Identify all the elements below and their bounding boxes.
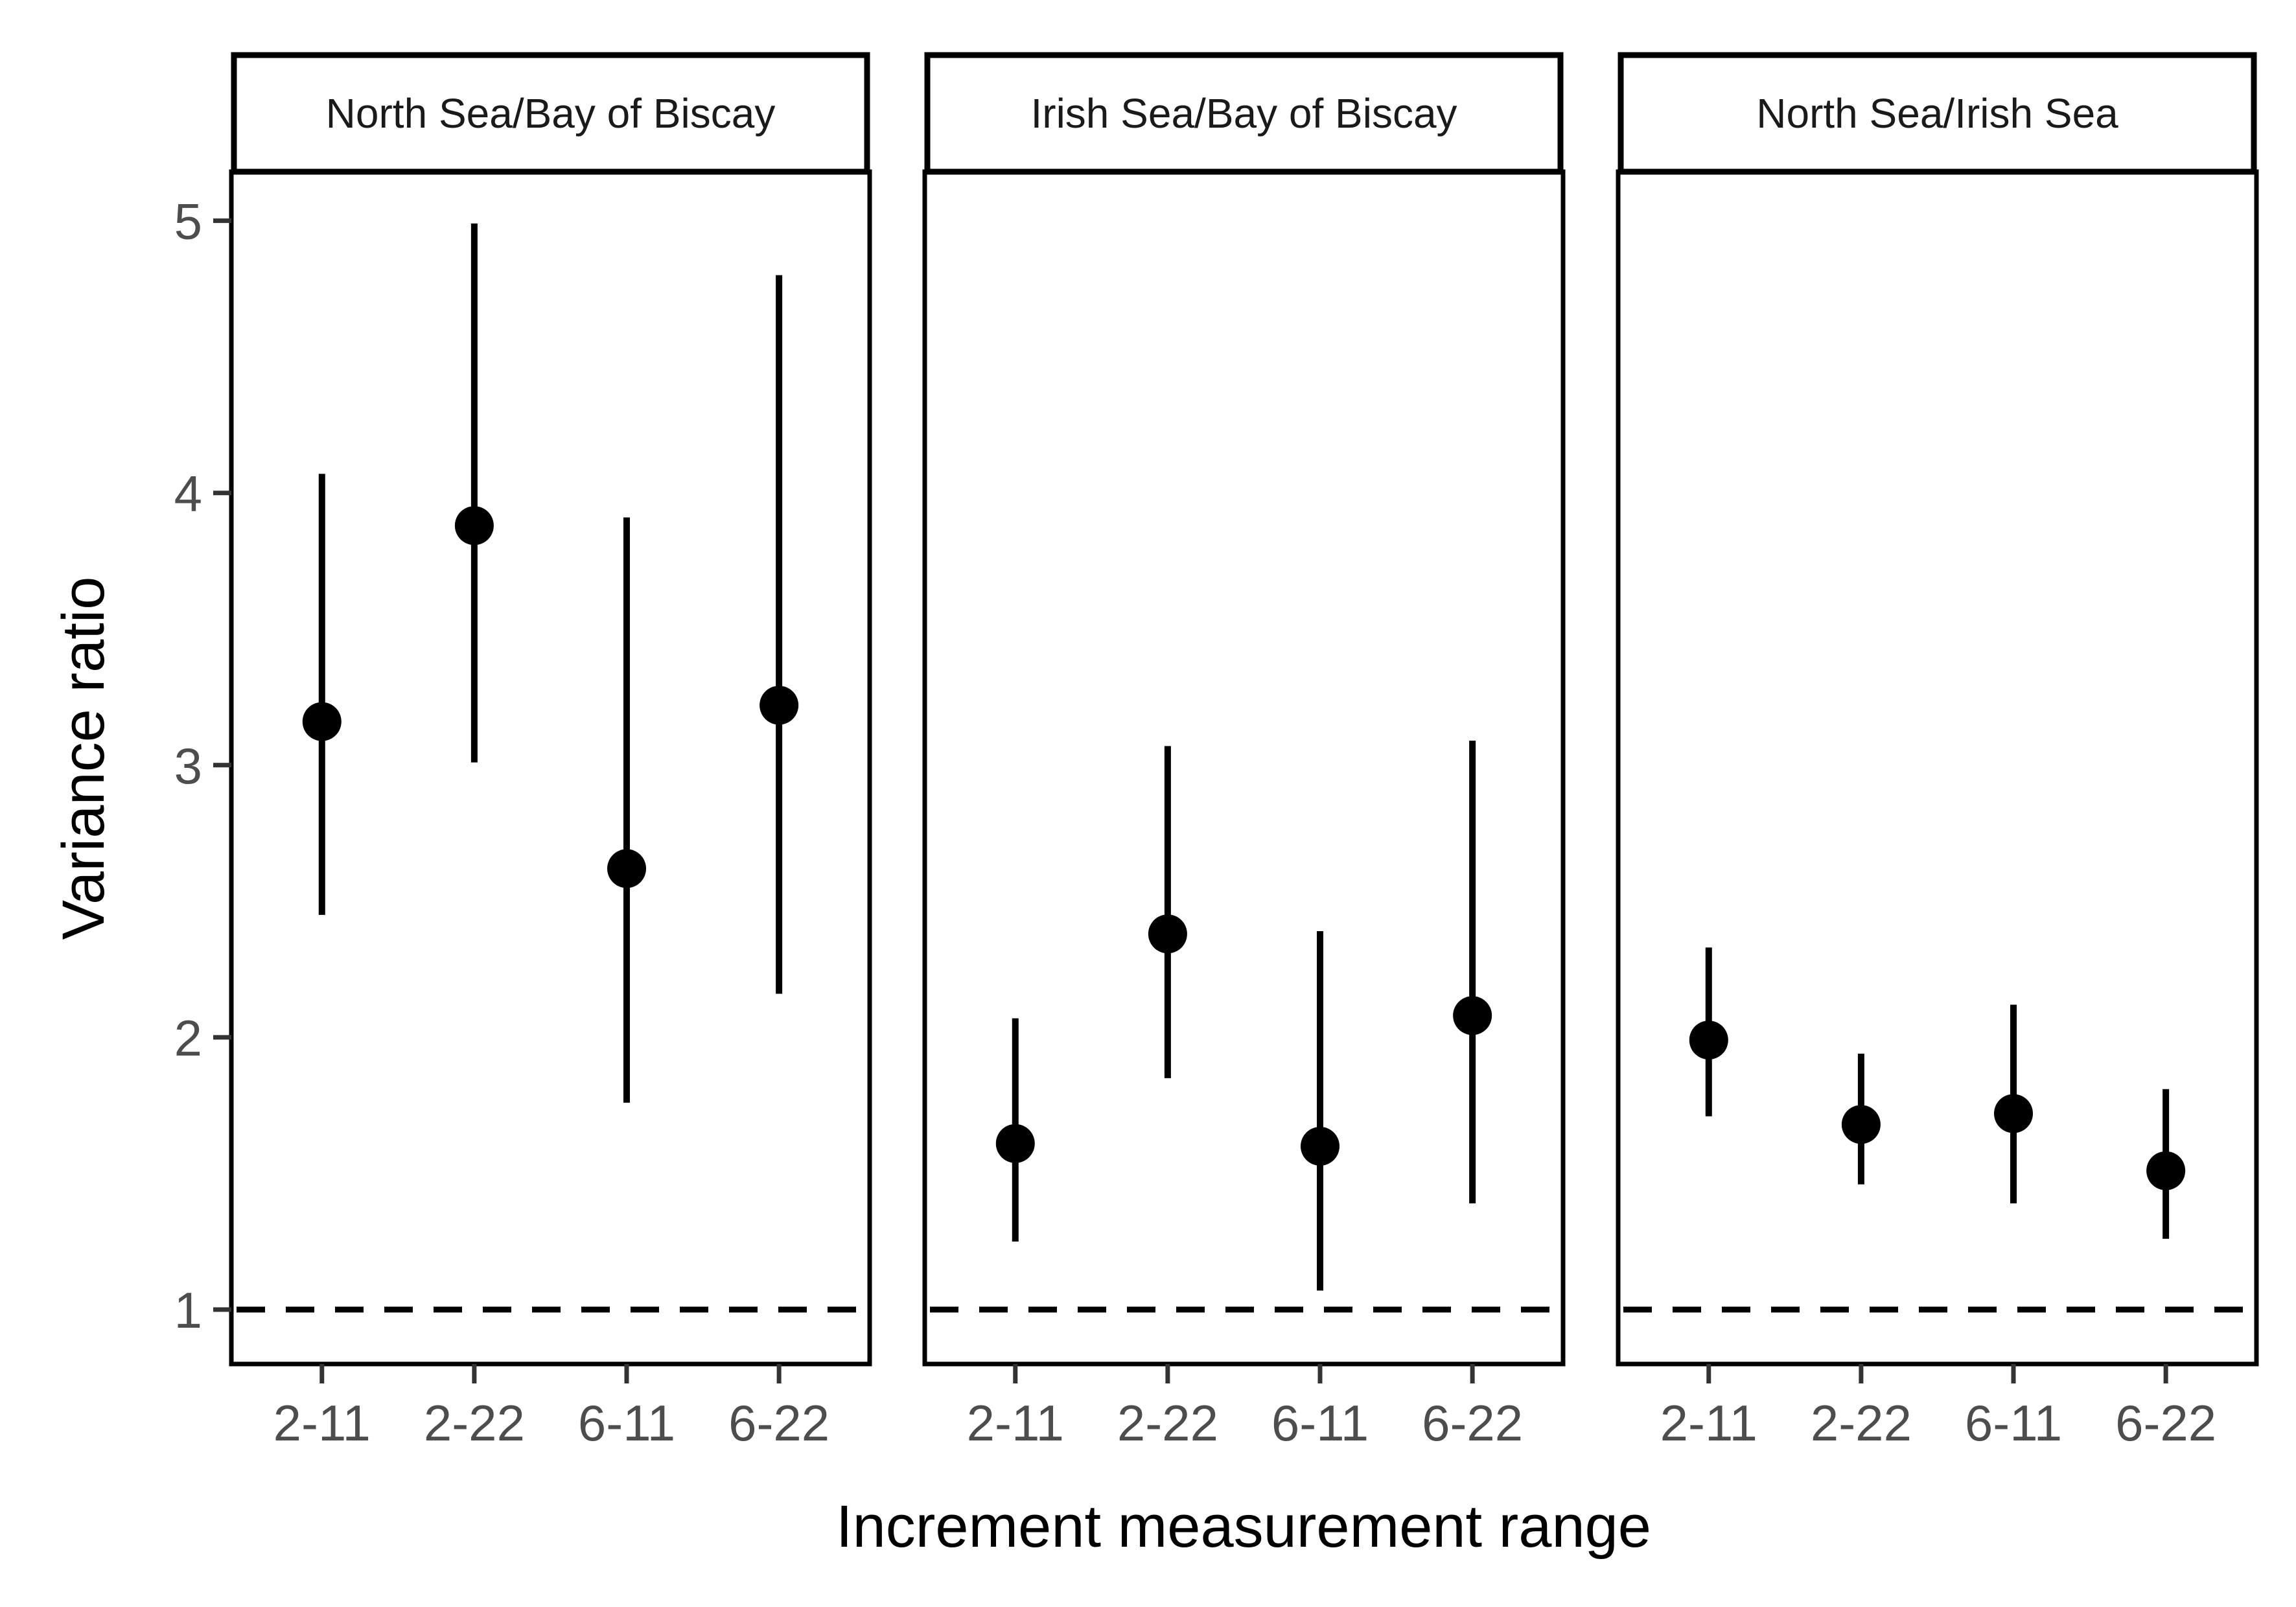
x-tick-label: 2-22 <box>1117 1394 1218 1451</box>
y-tick-label: 5 <box>174 193 202 250</box>
x-tick-label: 6-22 <box>2115 1394 2216 1451</box>
facet-strip-label: North Sea/Irish Sea <box>1756 90 2118 137</box>
x-tick-label: 6-11 <box>578 1394 675 1451</box>
facet-strip <box>231 52 870 175</box>
x-tick-label: 2-11 <box>1660 1394 1757 1451</box>
facet-strip-label: North Sea/Bay of Biscay <box>326 90 776 137</box>
data-point <box>1841 1105 1881 1144</box>
y-axis-title: Variance ratio <box>51 577 117 940</box>
panel-border <box>1616 169 2259 1367</box>
data-point <box>2146 1151 2186 1190</box>
facet-strip-label: Irish Sea/Bay of Biscay <box>1030 90 1457 137</box>
y-tick-label: 1 <box>174 1282 202 1339</box>
y-tick-label: 3 <box>174 737 202 794</box>
data-point <box>1994 1094 2034 1133</box>
x-tick-label: 6-22 <box>728 1394 829 1451</box>
data-point <box>302 702 342 741</box>
y-axis: 1 2 3 4 5 <box>174 172 234 1364</box>
facet-panel: North Sea/Bay of Biscay 2-11 2-22 6-11 6-22 <box>229 52 872 1451</box>
facet-panel: North Sea/Irish Sea 2-11 2-22 6-11 6-22 <box>1616 52 2259 1451</box>
x-tick-label: 2-11 <box>273 1394 371 1451</box>
x-tick-label: 6-11 <box>1271 1394 1369 1451</box>
data-point <box>454 506 494 546</box>
data-point <box>1301 1126 1340 1166</box>
data-point <box>760 686 799 725</box>
data-point <box>995 1124 1035 1163</box>
data-point <box>1689 1021 1728 1060</box>
x-tick-label: 2-22 <box>1811 1394 1912 1451</box>
x-tick-label: 2-11 <box>967 1394 1064 1451</box>
x-tick-label: 6-11 <box>1965 1394 2062 1451</box>
data-point <box>1453 996 1492 1035</box>
data-point <box>607 849 647 888</box>
y-tick-label: 4 <box>174 465 202 522</box>
facet-strip <box>924 52 1564 175</box>
x-tick-label: 6-22 <box>1422 1394 1523 1451</box>
x-tick-label: 2-22 <box>424 1394 525 1451</box>
panel-border <box>922 169 1566 1367</box>
facet-panel: Irish Sea/Bay of Biscay 2-11 2-22 6-11 6-22 <box>922 52 1566 1451</box>
x-axis-title: Increment measurement range <box>836 1494 1651 1560</box>
data-point <box>1148 914 1187 954</box>
y-tick-label: 2 <box>174 1010 202 1067</box>
